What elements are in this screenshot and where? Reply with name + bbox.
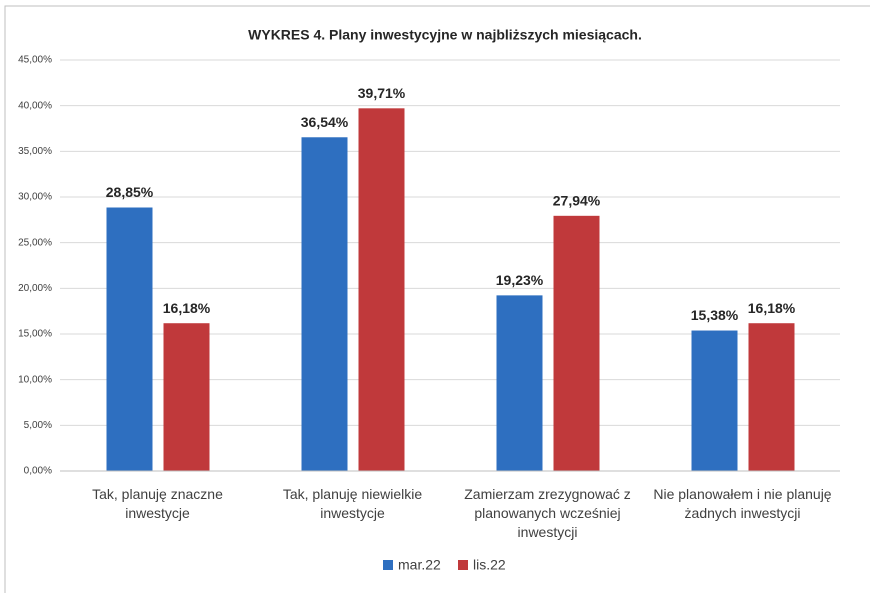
data-label: 15,38%	[691, 307, 739, 323]
y-tick-label: 15,00%	[18, 329, 52, 340]
y-tick-label: 20,00%	[18, 283, 52, 294]
data-label: 28,85%	[106, 184, 154, 200]
y-tick-label: 30,00%	[18, 192, 52, 203]
chart-title: WYKRES 4. Plany inwestycyjne w najbliższ…	[248, 27, 642, 43]
bar	[496, 295, 543, 471]
data-label: 19,23%	[496, 272, 544, 288]
y-tick-label: 5,00%	[24, 420, 52, 431]
y-tick-label: 45,00%	[18, 55, 52, 66]
data-label: 36,54%	[301, 114, 349, 130]
legend-label: mar.22	[398, 557, 441, 573]
bar	[163, 323, 210, 471]
y-tick-label: 25,00%	[18, 237, 52, 248]
x-tick-label: Tak, planuję znaczne inwestycje	[92, 486, 223, 521]
legend-label: lis.22	[473, 557, 506, 573]
x-tick-label: Zamierzam zrezygnować z planowanych wcze…	[464, 486, 631, 540]
data-label: 27,94%	[553, 193, 601, 209]
legend-swatch	[383, 560, 393, 570]
bar	[691, 330, 738, 471]
data-label: 16,18%	[163, 300, 211, 316]
y-tick-label: 40,00%	[18, 100, 52, 111]
y-tick-label: 0,00%	[24, 466, 52, 477]
bar	[106, 207, 153, 471]
legend-swatch	[458, 560, 468, 570]
y-tick-label: 35,00%	[18, 146, 52, 157]
x-tick-label: Tak, planuję niewielkie inwestycje	[282, 486, 423, 521]
bar	[358, 108, 405, 471]
chart-border	[4, 5, 870, 593]
data-label: 16,18%	[748, 300, 796, 316]
data-label: 39,71%	[358, 85, 406, 101]
bar	[301, 137, 348, 471]
y-tick-label: 10,00%	[18, 374, 52, 385]
bar	[553, 215, 600, 471]
bar	[748, 323, 795, 471]
x-tick-label: Nie planowałem i nie planuję żadnych inw…	[653, 486, 832, 521]
